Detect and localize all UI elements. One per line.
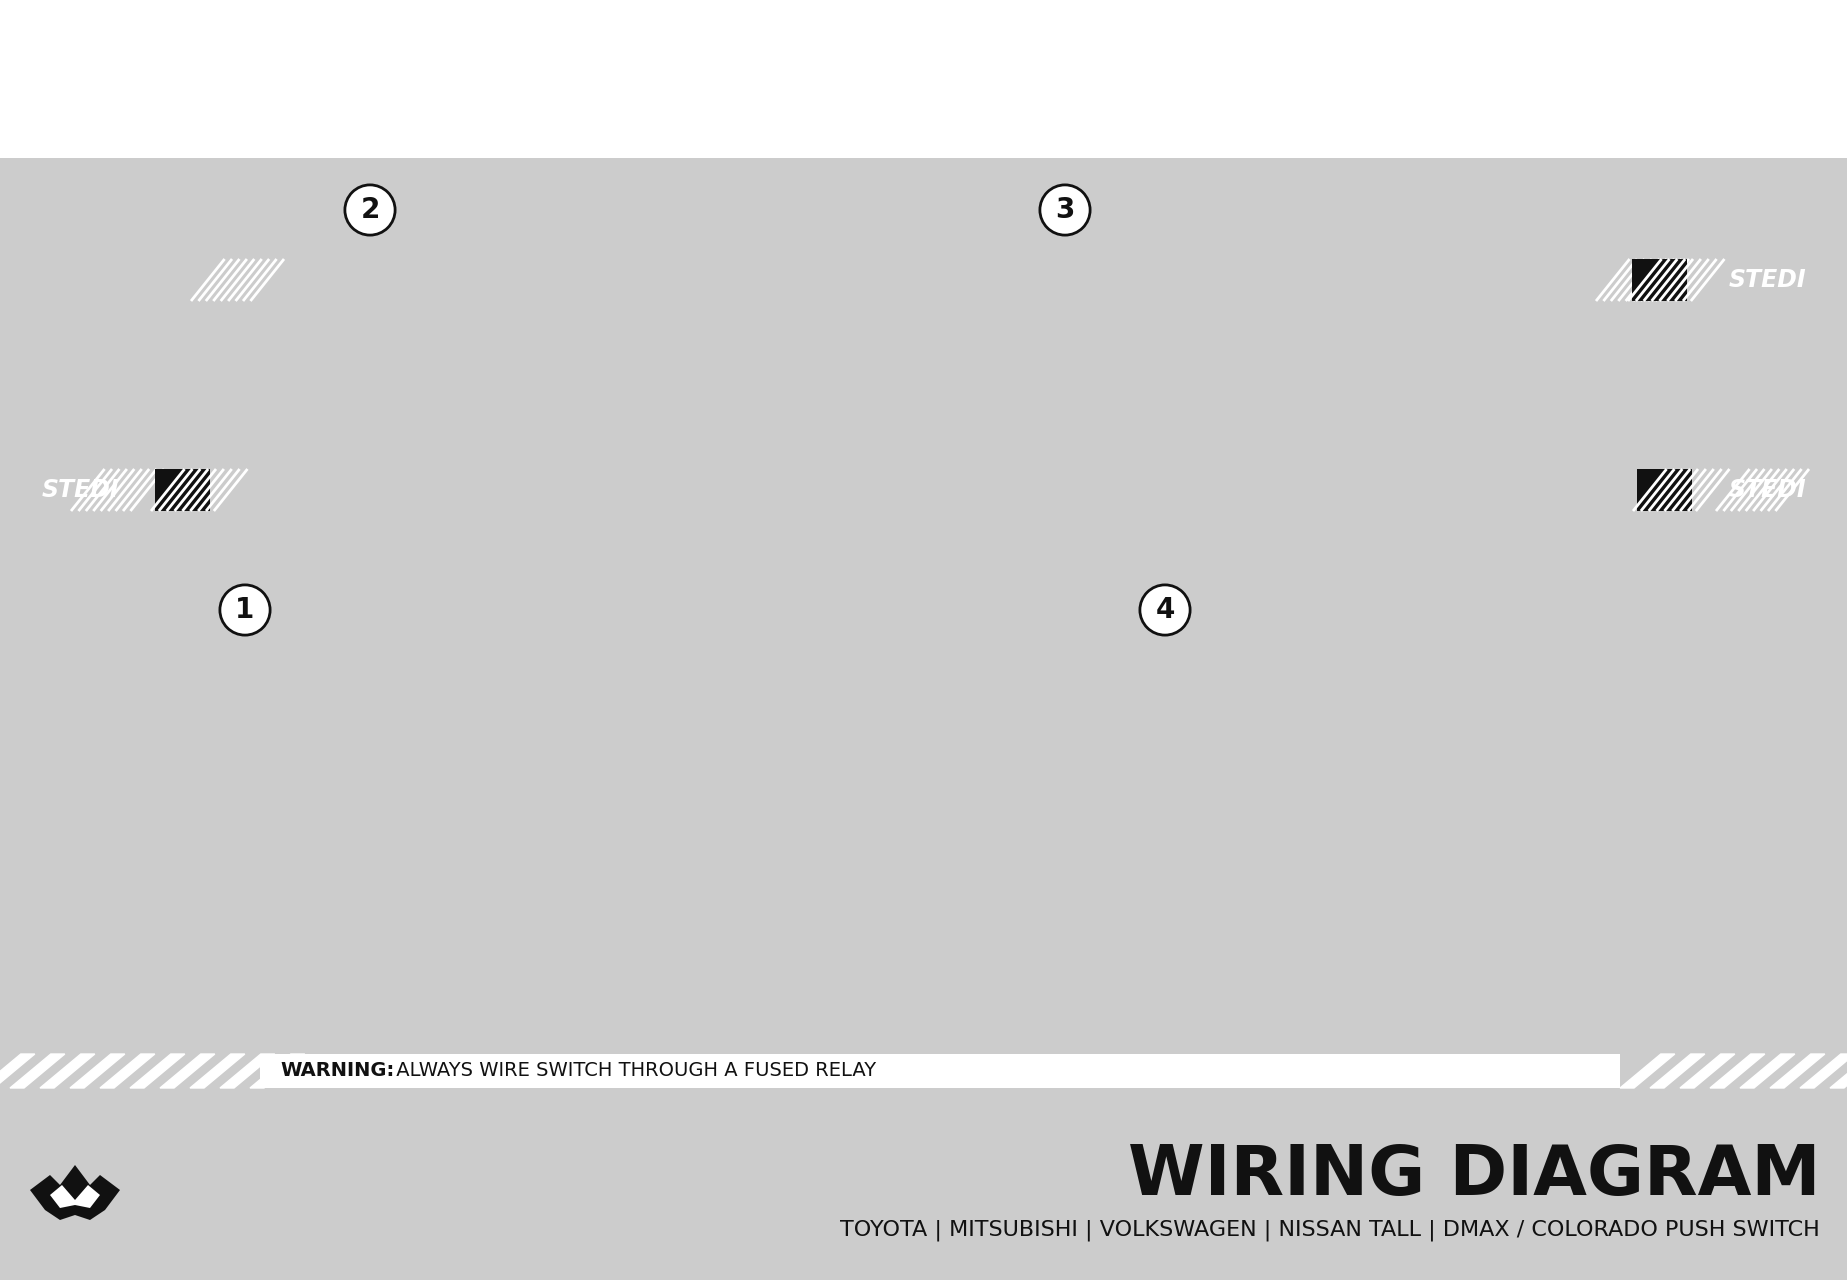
Bar xyxy=(1686,468,1847,511)
Polygon shape xyxy=(9,1053,65,1088)
Bar xyxy=(875,244,907,268)
Polygon shape xyxy=(50,1185,100,1208)
Bar xyxy=(807,330,829,390)
Polygon shape xyxy=(30,1165,120,1220)
Polygon shape xyxy=(1830,1053,1847,1088)
Text: WHEN YOUR DASH LIGHTS ARE ACTIVE.: WHEN YOUR DASH LIGHTS ARE ACTIVE. xyxy=(155,689,1080,730)
Polygon shape xyxy=(220,1053,275,1088)
Bar xyxy=(879,451,968,509)
Bar xyxy=(911,210,938,360)
Text: 1.  EARTH / GROUND.: 1. EARTH / GROUND. xyxy=(91,530,584,572)
Bar xyxy=(984,210,1003,360)
Bar xyxy=(1633,259,1686,301)
Text: ALWAYS WIRE SWITCH THROUGH A FUSED RELAY: ALWAYS WIRE SWITCH THROUGH A FUSED RELAY xyxy=(390,1061,875,1080)
Polygon shape xyxy=(1649,1053,1705,1088)
Polygon shape xyxy=(0,1053,35,1088)
Bar xyxy=(879,508,890,527)
Text: WIRING DIAGRAM: WIRING DIAGRAM xyxy=(1127,1142,1819,1208)
Bar xyxy=(816,237,1031,265)
Bar xyxy=(892,210,911,360)
Bar xyxy=(835,210,1010,365)
Text: (BLACK ON STEDI HARNESS): (BLACK ON STEDI HARNESS) xyxy=(155,579,493,602)
Polygon shape xyxy=(1801,1053,1847,1088)
Bar xyxy=(76,468,127,511)
Bar xyxy=(918,244,949,268)
Polygon shape xyxy=(1620,1053,1675,1088)
Bar xyxy=(0,468,161,511)
Polygon shape xyxy=(161,1053,214,1088)
Polygon shape xyxy=(249,1053,305,1088)
Bar xyxy=(155,468,211,511)
Bar xyxy=(959,244,992,268)
Bar xyxy=(833,244,866,268)
Text: 4.  CONNECT FROM YOUR SOURCE WITH AN INLINE FUSE.: 4. CONNECT FROM YOUR SOURCE WITH AN INLI… xyxy=(91,910,1431,952)
Bar xyxy=(0,1053,1847,1088)
Bar xyxy=(1600,259,1651,301)
Bar xyxy=(864,210,892,360)
Text: (WHITE ON STEDI HARNESS): (WHITE ON STEDI HARNESS) xyxy=(155,957,493,982)
Polygon shape xyxy=(1740,1053,1795,1088)
Bar xyxy=(885,454,960,506)
Bar xyxy=(807,225,829,370)
Polygon shape xyxy=(41,1053,94,1088)
Bar xyxy=(196,259,247,301)
Bar xyxy=(1016,225,1038,370)
Bar xyxy=(0,157,1847,1280)
Bar xyxy=(938,210,957,360)
Text: CLIP: CLIP xyxy=(888,580,957,608)
Text: 1: 1 xyxy=(235,596,255,623)
Text: STEDI: STEDI xyxy=(41,477,118,502)
Bar xyxy=(1636,468,1692,511)
Bar xyxy=(260,1053,1620,1088)
Polygon shape xyxy=(100,1053,155,1088)
Bar xyxy=(916,420,931,520)
Bar xyxy=(846,210,864,360)
Polygon shape xyxy=(1710,1053,1764,1088)
Bar xyxy=(1016,330,1038,390)
Bar xyxy=(1720,468,1771,511)
Bar xyxy=(955,508,968,527)
Polygon shape xyxy=(190,1053,246,1088)
Text: TOYOTA | MITSUBISHI | VOLKSWAGEN | NISSAN TALL | DMAX / COLORADO PUSH SWITCH: TOYOTA | MITSUBISHI | VOLKSWAGEN | NISSA… xyxy=(840,1220,1819,1240)
Bar xyxy=(957,210,984,360)
Polygon shape xyxy=(70,1053,126,1088)
Bar xyxy=(1686,259,1847,301)
Polygon shape xyxy=(1681,1053,1734,1088)
Text: 2.  NORMALLY CONNECTED TO DASH LIGHT CIRCUIT TO BE ON: 2. NORMALLY CONNECTED TO DASH LIGHT CIRC… xyxy=(91,640,1537,682)
Text: 4: 4 xyxy=(1156,596,1175,623)
Text: STEDI: STEDI xyxy=(1729,477,1806,502)
Text: STEDI: STEDI xyxy=(1729,268,1806,292)
Text: 3.  CONNECT TO YOUR RELAY OR ACCESSORIES: 3. CONNECT TO YOUR RELAY OR ACCESSORIES xyxy=(91,800,1189,842)
Polygon shape xyxy=(1769,1053,1825,1088)
Text: 3: 3 xyxy=(1055,196,1075,224)
Text: 2: 2 xyxy=(360,196,380,224)
Text: (BLUE ON STEDI HARNESS): (BLUE ON STEDI HARNESS) xyxy=(155,847,477,872)
Text: WARNING:: WARNING: xyxy=(281,1061,393,1080)
Polygon shape xyxy=(129,1053,185,1088)
